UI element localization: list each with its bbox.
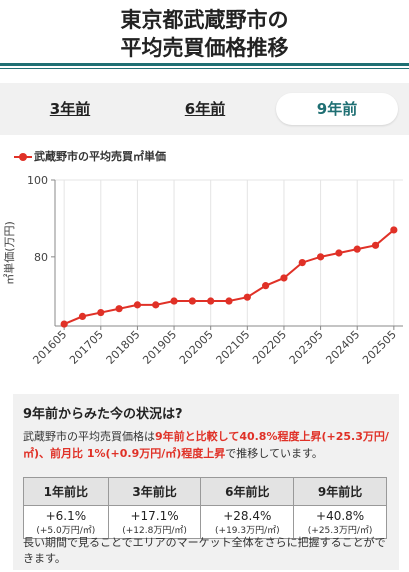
cell-9y: +40.8% (+25.3万円/㎡)	[293, 505, 387, 539]
series-point-201605	[60, 320, 68, 328]
x-tick-label-202105: 202105	[214, 328, 253, 367]
title-line-1: 東京都武蔵野市の	[120, 8, 289, 32]
series-points	[60, 226, 398, 328]
cell-3y-value: +17.1%	[130, 509, 179, 523]
title-line-2: 平均売買価格推移	[120, 36, 289, 60]
th-1y: 1年前比	[23, 477, 109, 506]
series-point-202505	[390, 226, 398, 234]
y-axis-label: ㎡単価(万円)	[2, 221, 16, 285]
price-line-chart: 2016052017052018052019052020052021052022…	[2, 174, 403, 367]
series-line	[63, 229, 395, 326]
page-title: 東京都武蔵野市の 平均売買価格推移	[0, 6, 409, 62]
series-point-202005	[207, 297, 215, 305]
title-rule-thin	[0, 68, 409, 69]
series-point-202011	[225, 297, 233, 305]
series-point-202111	[262, 282, 270, 290]
cell-9y-sub: (+25.3万円/㎡)	[307, 526, 373, 536]
cell-9y-value: +40.8%	[316, 509, 365, 523]
chart-y-ticks: 100 80	[27, 174, 55, 264]
status-footer: 長い期間で見ることでエリアのマーケット全体をさらに把握することができます。	[23, 536, 386, 565]
tab-9-years[interactable]: 9年前	[276, 93, 398, 125]
x-tick-label-201705: 201705	[67, 328, 106, 367]
x-tick-label-201805: 201805	[104, 328, 143, 367]
y-tick-label-80: 80	[34, 251, 48, 264]
series-point-202311	[335, 249, 343, 257]
legend-series-label: 武蔵野市の平均売買㎡単価	[34, 150, 166, 163]
title-rule	[0, 63, 409, 66]
period-tabs: 3年前 6年前 9年前	[0, 83, 409, 135]
series-point-201905	[170, 297, 178, 305]
tab-3-years[interactable]: 3年前	[49, 100, 91, 118]
y-tick-label-100: 100	[27, 174, 48, 187]
chart-legend: 武蔵野市の平均売買㎡単価	[14, 148, 166, 164]
cell-6y-sub: (+19.3万円/㎡)	[215, 526, 280, 536]
series-point-201711	[115, 305, 123, 313]
series-point-201805	[133, 301, 142, 309]
comparison-table: 1年前比 3年前比 6年前比 9年前比 +6.1% (+5.0万円/㎡) +17.…	[23, 477, 387, 539]
x-tick-label-201905: 201905	[140, 328, 179, 367]
cell-3y: +17.1% (+12.8万円/㎡)	[107, 505, 202, 539]
table-header-row: 1年前比 3年前比 6年前比 9年前比	[23, 477, 387, 506]
th-3y: 3年前比	[107, 477, 202, 506]
th-6y: 6年前比	[200, 477, 295, 506]
series-point-202205	[280, 274, 288, 282]
x-tick-label-202205: 202205	[250, 328, 289, 367]
x-tick-label-202405: 202405	[323, 328, 362, 367]
series-point-201705	[97, 308, 105, 317]
x-tick-label-202305: 202305	[287, 328, 326, 367]
table-row: +6.1% (+5.0万円/㎡) +17.1% (+12.8万円/㎡) +28.4%…	[23, 505, 387, 539]
x-tick-label-201605: 201605	[30, 328, 69, 367]
series-point-201811	[152, 301, 160, 309]
desc-pre: 武蔵野市の平均売買価格は	[23, 430, 155, 443]
status-heading: 9年前からみた今の状況は?	[23, 407, 183, 422]
x-tick-label-202005: 202005	[177, 328, 216, 367]
legend-line-marker-icon	[14, 152, 32, 162]
cell-1y-sub: (+5.0万円/㎡)	[36, 526, 96, 536]
series-point-202105	[243, 293, 251, 301]
tab-6-years[interactable]: 6年前	[184, 100, 226, 118]
status-description: 武蔵野市の平均売買価格は9年前と比較して40.8%程度上昇(+25.3万円/㎡)…	[23, 428, 389, 462]
series-point-201911	[188, 297, 196, 305]
cell-3y-sub: (+12.8万円/㎡)	[122, 526, 187, 536]
series-point-202305	[316, 253, 325, 261]
th-9y: 9年前比	[293, 477, 387, 506]
cell-1y-value: +6.1%	[45, 509, 87, 523]
cell-1y: +6.1% (+5.0万円/㎡)	[23, 505, 109, 539]
chart-x-ticks: 2016052017052018052019052020052021052022…	[30, 326, 399, 367]
series-point-202211	[298, 259, 306, 267]
desc-highlight: 9年前と比較して40.8%程度上昇(+25.3万円/㎡)、前月比 1%(+0.9…	[23, 430, 389, 460]
desc-post: で推移しています。	[225, 447, 323, 460]
x-tick-label-202505: 202505	[360, 328, 399, 367]
chart-axes	[54, 180, 403, 327]
cell-6y: +28.4% (+19.3万円/㎡)	[200, 505, 295, 539]
status-panel: 9年前からみた今の状況は? 武蔵野市の平均売買価格は9年前と比較して40.8%程…	[13, 394, 399, 570]
series-point-201611	[78, 312, 87, 320]
series-point-202411	[371, 241, 380, 249]
cell-6y-value: +28.4%	[223, 509, 272, 523]
series-point-202405	[353, 245, 361, 253]
